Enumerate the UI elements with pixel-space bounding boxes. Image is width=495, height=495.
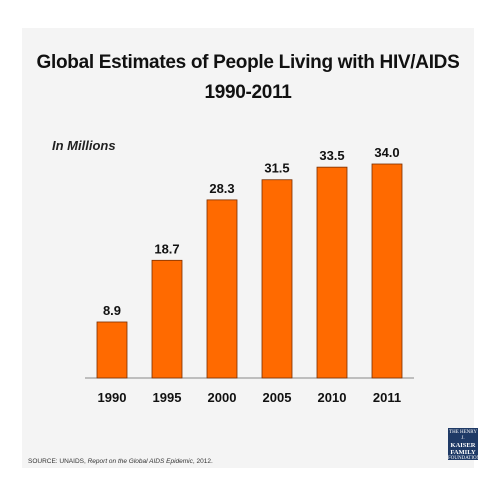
value-label-2010: 33.5 (319, 148, 344, 163)
logo-line3: FAMILY (450, 449, 476, 456)
source-prefix: SOURCE: UNAIDS, (28, 458, 86, 465)
value-label-1995: 18.7 (154, 241, 179, 256)
logo-line1: THE HENRY J. (449, 430, 477, 441)
x-tick-label-1990: 1990 (98, 390, 127, 405)
unit-label: In Millions (52, 138, 116, 153)
chart-subtitle: 1990-2011 (204, 82, 292, 103)
bar-1995 (151, 259, 183, 379)
x-tick-label-2000: 2000 (208, 390, 237, 405)
chart-slide: Global Estimates of People Living with H… (22, 28, 474, 468)
value-label-2005: 31.5 (264, 161, 289, 176)
source-title: Report on the Global AIDS Epidemic (87, 458, 193, 465)
source-suffix: , 2012. (192, 458, 213, 465)
value-label-1990: 8.9 (103, 303, 121, 318)
x-tick-label-2011: 2011 (373, 390, 401, 405)
logo-line2: KAISER (450, 442, 476, 449)
bar-2010 (316, 166, 348, 379)
chart-title: Global Estimates of People Living with H… (36, 52, 460, 73)
bar-2005 (261, 179, 293, 379)
value-label-2000: 28.3 (209, 181, 234, 196)
value-label-2011: 34.0 (374, 145, 399, 160)
logo-line4: FOUNDATION (448, 456, 481, 461)
bar-2011 (371, 163, 403, 379)
bar-2000 (206, 199, 238, 379)
kaiser-logo: THE HENRY J. KAISER FAMILY FOUNDATION (448, 428, 481, 461)
source-note: SOURCE: UNAIDS, Report on the Global AID… (28, 458, 213, 465)
x-tick-label-2010: 2010 (318, 390, 347, 405)
x-tick-label-2005: 2005 (263, 390, 292, 405)
bar-chart: 8.9 1990 18.7 1995 28.3 2000 31.5 2005 33.5 2010 3… (85, 145, 414, 405)
bar-1990 (96, 321, 128, 379)
x-tick-label-1995: 1995 (153, 390, 182, 405)
